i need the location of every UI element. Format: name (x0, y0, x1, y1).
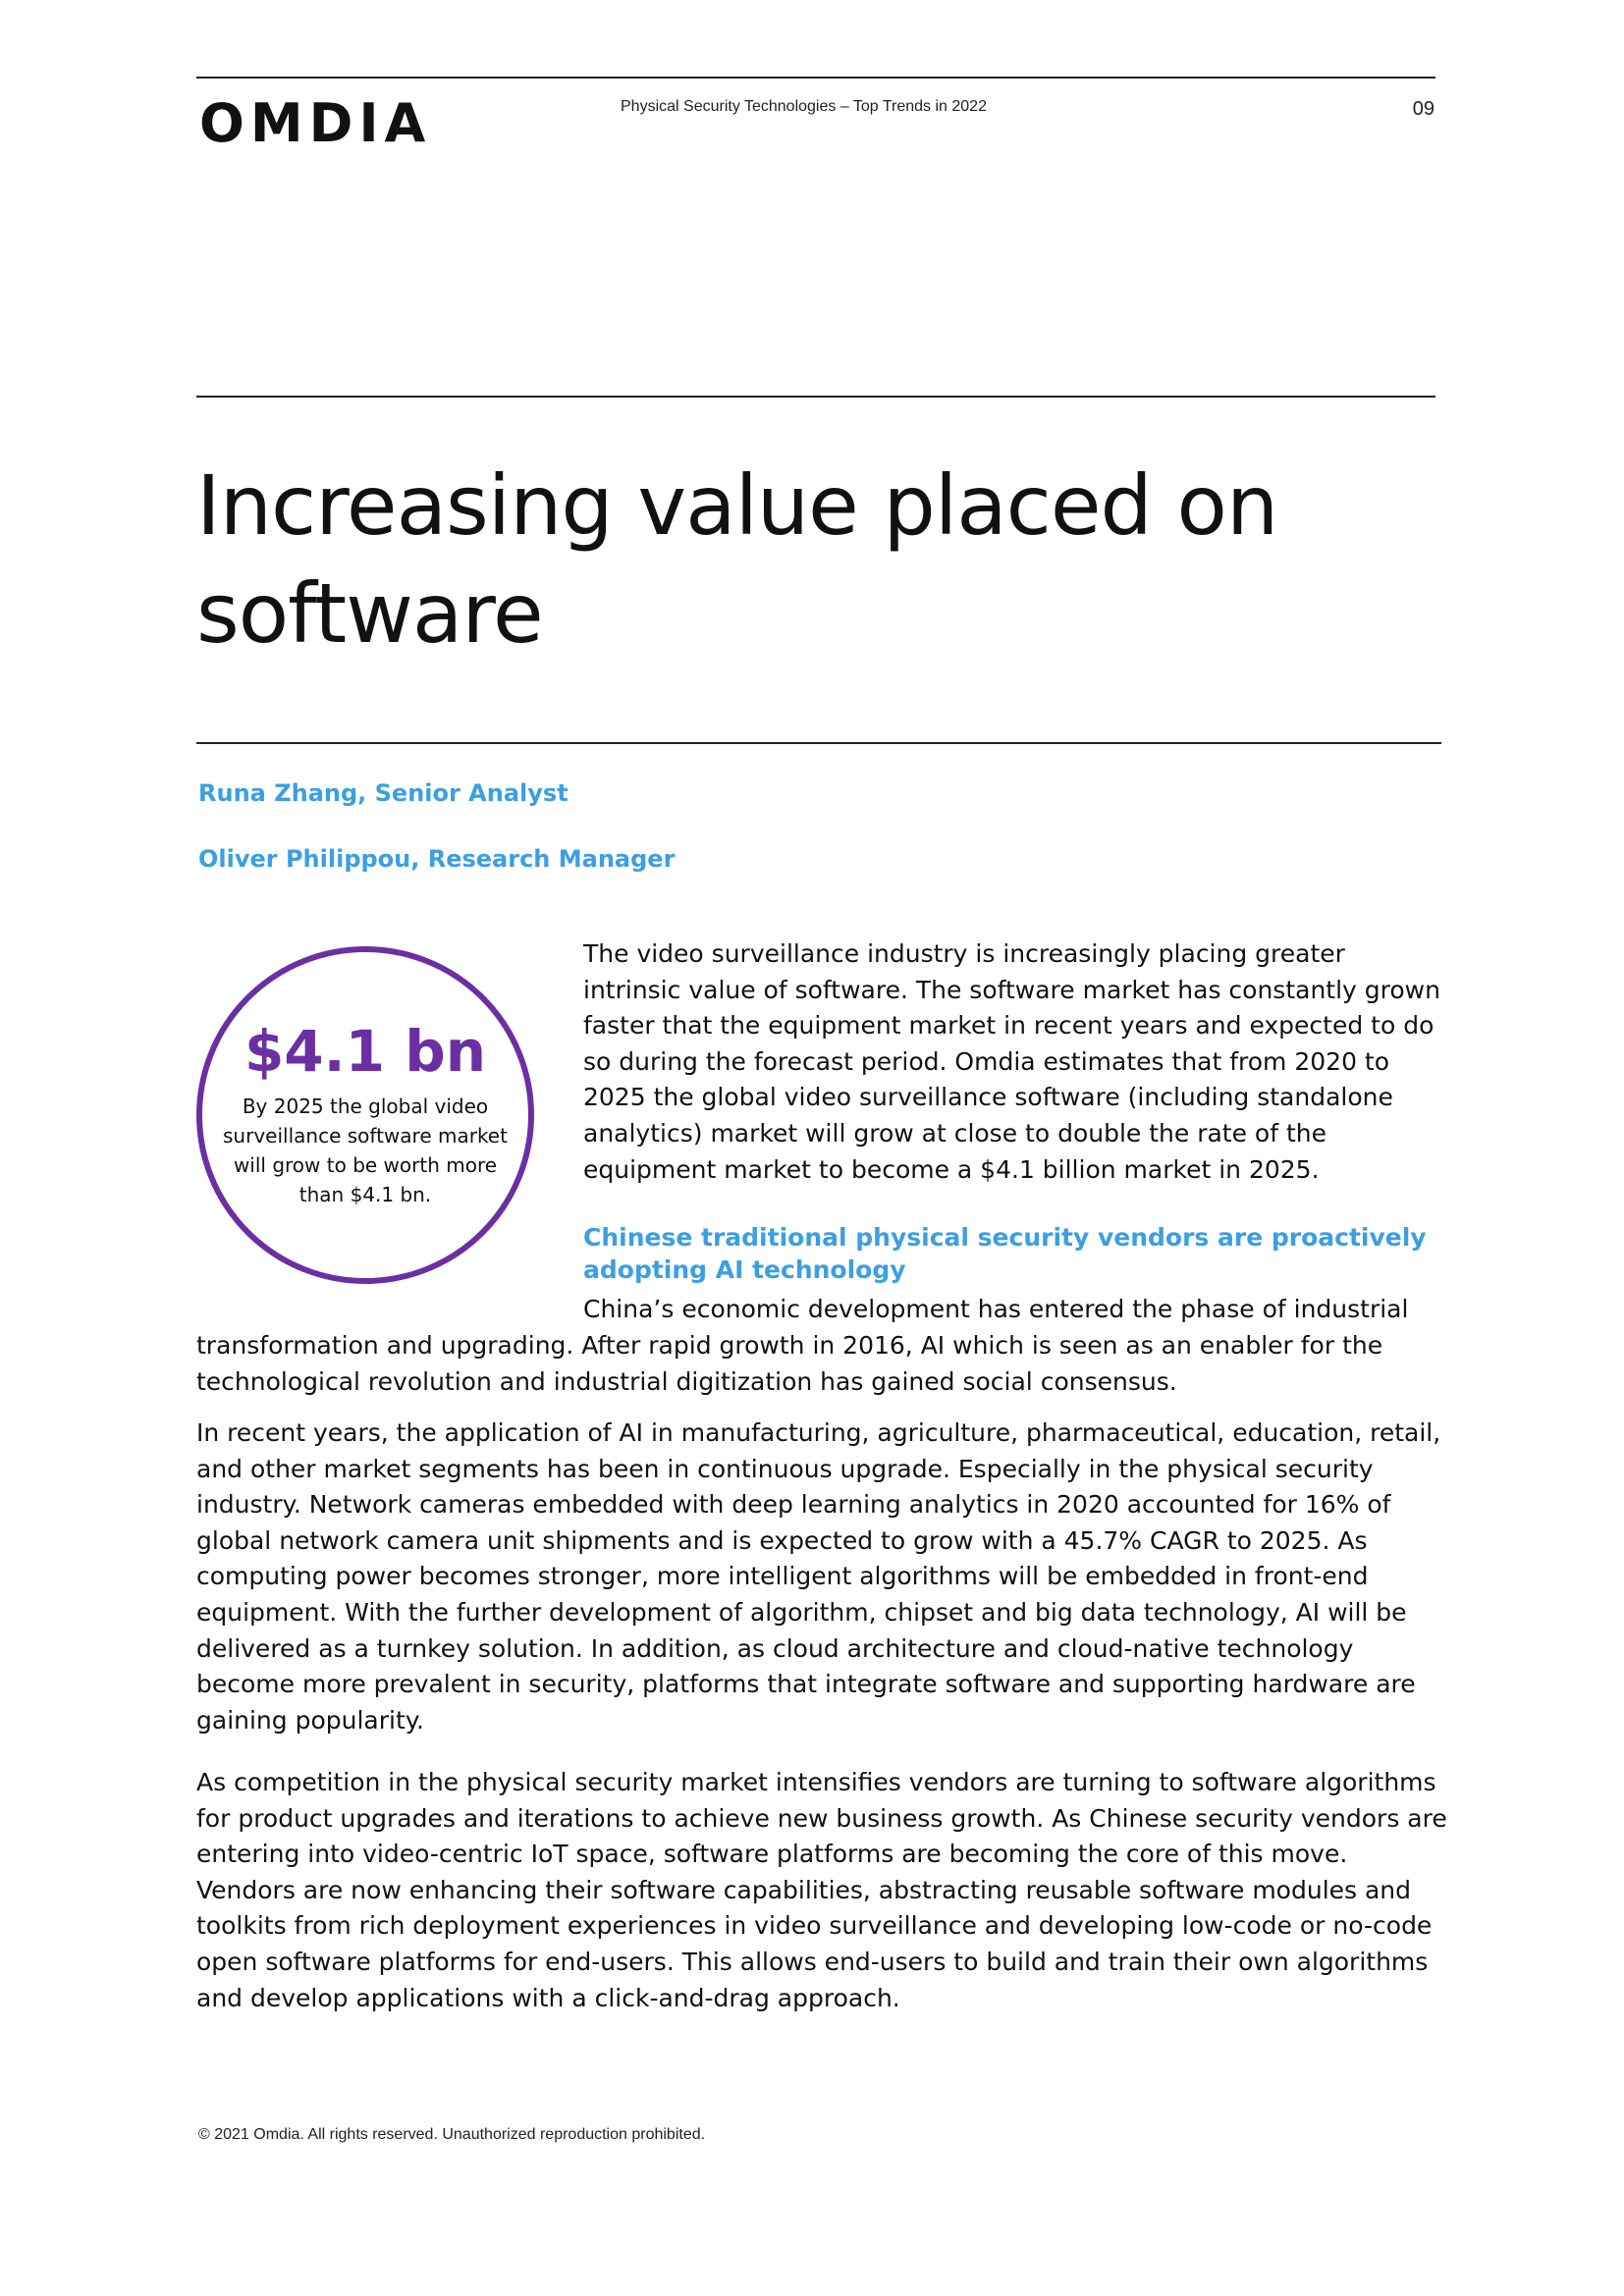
section-subheading: Chinese traditional physical security ve… (583, 1223, 1427, 1284)
paragraph-china-first-line: China’s economic development has entered… (583, 1295, 1409, 1323)
stat-callout-text: By 2025 the global video surveillance so… (223, 1095, 508, 1206)
page-title: Increasing value placed on software (196, 457, 1278, 662)
paragraph-intro: The video surveillance industry is incre… (583, 939, 1440, 1184)
header-top-rule (196, 77, 1435, 79)
copyright-footer: © 2021 Omdia. All rights reserved. Unaut… (198, 2126, 706, 2143)
running-title: Physical Security Technologies – Top Tre… (621, 98, 987, 115)
author-2: Oliver Philippou, Research Manager (198, 845, 676, 873)
stat-callout-value: $4.1 bn (244, 1018, 487, 1085)
paragraph-ai-applications: In recent years, the application of AI i… (196, 1418, 1441, 1735)
omdia-logo: OMDIA (199, 92, 432, 154)
title-top-rule (196, 396, 1435, 398)
title-bottom-rule (196, 742, 1441, 744)
paragraph-china-rest: transformation and upgrading. After rapi… (196, 1331, 1383, 1396)
page-number: 09 (1412, 98, 1435, 120)
paragraph-competition: As competition in the physical security … (196, 1768, 1447, 2012)
stat-callout-circle: $4.1 bn By 2025 the global video surveil… (196, 946, 534, 1284)
author-1: Runa Zhang, Senior Analyst (198, 779, 568, 807)
